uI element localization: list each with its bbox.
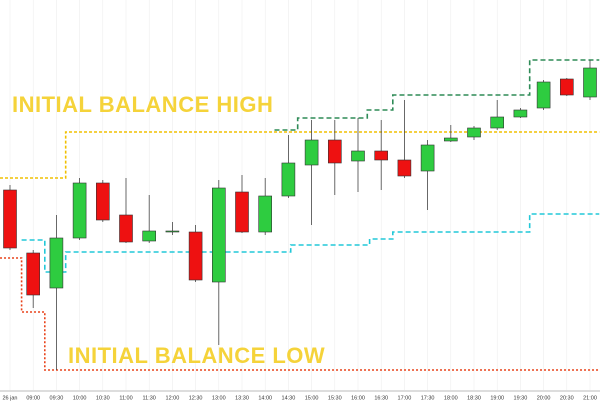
candle-body bbox=[304, 139, 319, 166]
level-line bbox=[274, 59, 600, 131]
candle-body bbox=[49, 237, 64, 289]
candle-body bbox=[374, 150, 389, 161]
x-tick-label: 14:30 bbox=[282, 395, 296, 401]
annotation: INITIAL BALANCE LOW bbox=[68, 343, 325, 368]
candle-body bbox=[96, 182, 110, 221]
x-tick-label: 09:00 bbox=[26, 395, 40, 401]
candle-body bbox=[119, 214, 133, 243]
candle-body bbox=[258, 195, 273, 233]
x-tick-label: 10:30 bbox=[96, 395, 110, 401]
level-line bbox=[21, 213, 600, 273]
candle-body bbox=[212, 187, 226, 283]
candle-body bbox=[397, 159, 412, 177]
candle-body bbox=[443, 137, 458, 142]
candle-body bbox=[235, 191, 249, 233]
x-tick-label: 15:30 bbox=[328, 395, 342, 401]
x-tick-label: 18:30 bbox=[467, 395, 481, 401]
level-line bbox=[0, 131, 600, 179]
x-tick-label: 13:00 bbox=[212, 395, 226, 401]
x-tick-label: 11:30 bbox=[143, 395, 156, 401]
candle-body bbox=[559, 78, 574, 96]
x-tick-label: 14:00 bbox=[258, 395, 272, 401]
level-line bbox=[0, 257, 600, 371]
x-tick-label: 16:30 bbox=[374, 395, 388, 401]
x-tick-label: 16:00 bbox=[351, 395, 365, 401]
x-tick-label: 12:00 bbox=[166, 395, 180, 401]
x-tick-label: 12:30 bbox=[189, 395, 203, 401]
x-tick-label: 09:30 bbox=[50, 395, 64, 401]
candle-body bbox=[72, 182, 87, 239]
x-tick-label: 20:00 bbox=[537, 395, 551, 401]
candle-body bbox=[467, 127, 481, 138]
candle-body bbox=[26, 252, 41, 296]
x-tick-label: 19:30 bbox=[514, 395, 528, 401]
x-tick-label: 19:00 bbox=[490, 395, 504, 401]
levels bbox=[0, 59, 600, 371]
candles bbox=[3, 60, 597, 370]
candle-body bbox=[142, 230, 156, 242]
candle-body bbox=[583, 67, 597, 98]
candle-body bbox=[513, 109, 528, 118]
candle-body bbox=[188, 231, 203, 281]
x-tick-label: 26 jan bbox=[3, 395, 18, 401]
candle-body bbox=[281, 162, 296, 197]
x-tick-label: 20:30 bbox=[560, 395, 574, 401]
x-tick-label: 10:00 bbox=[73, 395, 87, 401]
candle-body bbox=[490, 116, 505, 129]
x-tick-label: 13:30 bbox=[235, 395, 249, 401]
x-tick-label: 21:00 bbox=[583, 395, 597, 401]
x-tick-label: 15:00 bbox=[305, 395, 319, 401]
candle-body bbox=[536, 81, 551, 109]
candle-body bbox=[420, 144, 435, 172]
x-tick-label: 17:30 bbox=[421, 395, 435, 401]
candle-body bbox=[351, 150, 365, 162]
x-tick-label: 18:00 bbox=[444, 395, 458, 401]
candle-body bbox=[165, 230, 180, 233]
candle-body bbox=[327, 139, 342, 164]
x-tick-label: 11:00 bbox=[119, 395, 132, 401]
annotation: INITIAL BALANCE HIGH bbox=[12, 92, 273, 117]
x-tick-label: 17:00 bbox=[398, 395, 412, 401]
candle-body bbox=[3, 189, 17, 249]
